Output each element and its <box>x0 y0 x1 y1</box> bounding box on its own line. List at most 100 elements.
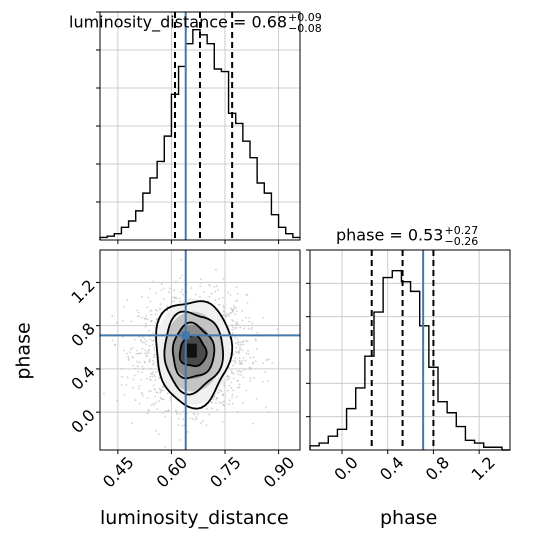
scatter-point <box>149 287 152 290</box>
scatter-point <box>160 390 162 393</box>
scatter-point <box>228 403 230 406</box>
scatter-point <box>134 367 136 370</box>
scatter-point <box>218 401 221 404</box>
scatter-point <box>242 357 245 359</box>
scatter-point <box>222 403 225 406</box>
joint-truth-marker <box>181 331 190 340</box>
scatter-point <box>249 356 252 359</box>
scatter-point <box>231 332 234 335</box>
scatter-point <box>157 433 160 435</box>
scatter-point <box>141 316 143 319</box>
scatter-point <box>160 389 163 392</box>
title-phase-err-minus: −0.26 <box>444 235 479 248</box>
scatter-point <box>138 402 141 405</box>
scatter-point <box>232 320 235 323</box>
scatter-point <box>199 285 202 287</box>
scatter-point <box>195 417 198 420</box>
scatter-point <box>129 351 131 354</box>
scatter-point <box>151 372 154 375</box>
scatter-point <box>149 309 152 312</box>
scatter-point <box>141 295 143 298</box>
scatter-point <box>236 292 239 295</box>
scatter-point <box>161 398 164 401</box>
scatter-point <box>229 293 232 296</box>
scatter-point <box>231 328 234 331</box>
scatter-point <box>251 322 254 325</box>
scatter-point <box>125 352 128 355</box>
scatter-point <box>139 352 142 355</box>
scatter-point <box>223 384 225 387</box>
scatter-point <box>221 296 224 299</box>
scatter-point <box>160 283 163 285</box>
scatter-point <box>126 376 129 379</box>
scatter-point <box>234 362 237 364</box>
xlabel-phase: phase <box>380 507 438 529</box>
scatter-point <box>122 305 125 308</box>
scatter-point <box>199 422 202 425</box>
title-ld-label: luminosity_distance = 0.68 <box>69 12 288 32</box>
scatter-point <box>262 362 264 365</box>
scatter-point <box>239 360 242 363</box>
scatter-point <box>135 360 138 363</box>
scatter-point <box>138 361 141 364</box>
scatter-point <box>230 369 233 372</box>
scatter-point <box>239 341 242 344</box>
scatter-point <box>151 371 154 374</box>
scatter-point <box>162 385 165 388</box>
scatter-point <box>230 386 233 389</box>
scatter-point <box>147 351 150 354</box>
scatter-point <box>232 310 234 313</box>
scatter-point <box>205 407 208 410</box>
scatter-point <box>222 306 225 309</box>
scatter-point <box>228 384 231 387</box>
scatter-point <box>265 359 268 362</box>
scatter-point <box>237 373 240 376</box>
phase-ytick-label-0: 0.0 <box>67 406 98 437</box>
scatter-point <box>136 315 139 318</box>
scatter-point <box>144 325 147 328</box>
scatter-point <box>180 258 183 261</box>
scatter-point <box>271 362 274 364</box>
scatter-point <box>154 375 156 378</box>
scatter-point <box>133 374 136 377</box>
scatter-point <box>222 277 225 280</box>
scatter-point <box>181 288 183 291</box>
scatter-point <box>241 309 244 312</box>
scatter-point <box>250 328 253 331</box>
scatter-point <box>241 319 244 322</box>
scatter-point <box>235 326 238 329</box>
scatter-point <box>239 362 242 365</box>
contour-line-1 <box>178 334 208 368</box>
scatter-point <box>175 280 177 283</box>
scatter-point <box>232 377 235 380</box>
scatter-point <box>250 367 252 370</box>
scatter-point <box>143 338 146 340</box>
scatter-point <box>149 375 152 378</box>
scatter-point <box>146 352 148 355</box>
scatter-point <box>220 401 223 404</box>
scatter-point <box>226 378 229 381</box>
scatter-point <box>212 398 215 400</box>
scatter-point <box>151 359 154 362</box>
scatter-point <box>244 359 247 362</box>
scatter-point <box>199 295 201 298</box>
scatter-point <box>160 289 163 292</box>
scatter-point <box>276 328 279 331</box>
scatter-point <box>142 368 145 371</box>
scatter-point <box>246 301 249 304</box>
scatter-point <box>149 379 152 382</box>
scatter-point <box>240 370 243 373</box>
scatter-point <box>136 309 138 312</box>
scatter-point <box>241 360 244 362</box>
scatter-point <box>225 315 228 318</box>
scatter-point <box>241 363 243 365</box>
scatter-point <box>243 327 245 330</box>
scatter-point <box>245 294 248 296</box>
scatter-point <box>243 369 246 371</box>
scatter-point <box>181 424 184 427</box>
scatter-point <box>182 410 185 413</box>
scatter-point <box>245 389 248 392</box>
scatter-point <box>236 322 239 324</box>
scatter-point <box>133 338 136 341</box>
